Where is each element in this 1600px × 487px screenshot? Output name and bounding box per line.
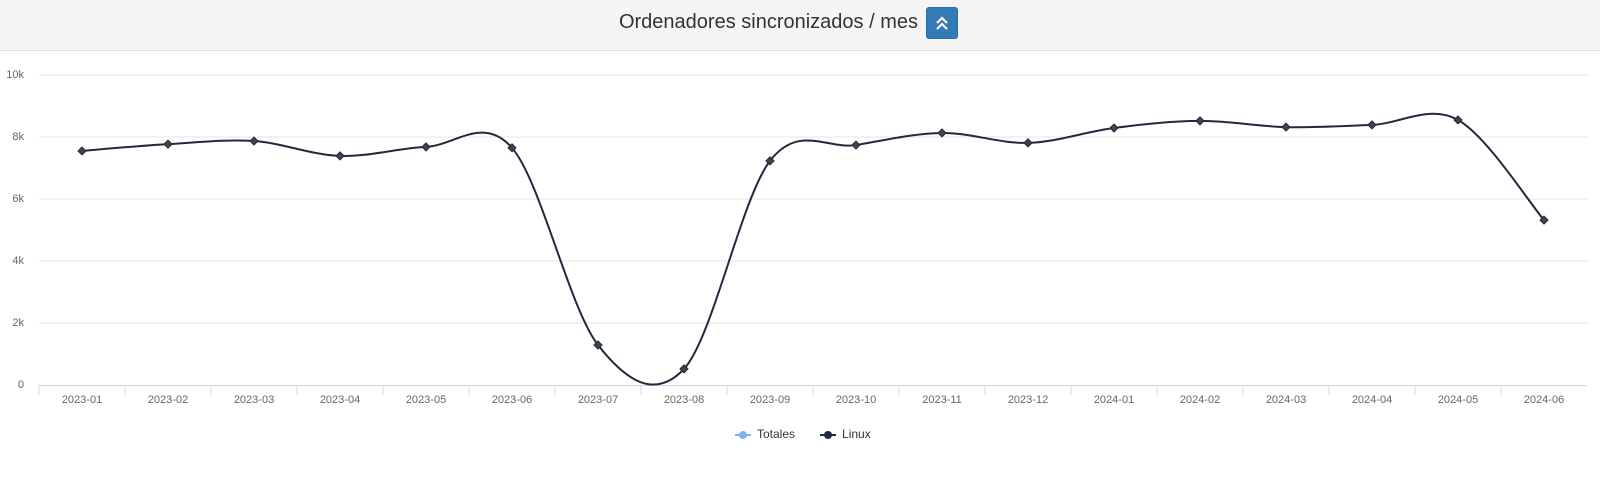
legend-label: Totales [757, 427, 795, 441]
collapse-icon [936, 16, 948, 30]
point [249, 136, 259, 146]
x-tick-label: 2023-02 [148, 394, 188, 406]
point [77, 146, 87, 156]
x-tick-label: 2024-05 [1438, 394, 1478, 406]
point [163, 139, 173, 149]
x-tick-label: 2024-03 [1266, 394, 1306, 406]
y-tick-label: 10k [6, 69, 24, 81]
y-tick-label: 2k [12, 317, 24, 329]
point [679, 364, 689, 374]
x-tick-label: 2023-12 [1008, 394, 1048, 406]
x-tick-label: 2023-03 [234, 394, 274, 406]
x-tick-label: 2023-07 [578, 394, 618, 406]
point [1023, 138, 1033, 148]
point [1281, 122, 1291, 132]
point [1109, 123, 1119, 133]
point [593, 340, 603, 350]
series-line [81, 112, 1545, 386]
x-tick-label: 2023-11 [922, 394, 962, 406]
panel-header: Ordenadores sincronizados / mes [0, 0, 1600, 51]
point [1367, 120, 1377, 130]
x-tick-label: 2023-04 [320, 394, 360, 406]
y-tick-label: 0 [18, 379, 24, 391]
x-tick-label: 2023-05 [406, 394, 446, 406]
point [851, 140, 861, 150]
legend-symbol [824, 431, 833, 439]
point [1195, 116, 1205, 126]
x-tick-label: 2024-06 [1524, 394, 1564, 406]
legend-label: Linux [842, 427, 871, 441]
x-tick-label: 2024-02 [1180, 394, 1220, 406]
point [421, 142, 431, 152]
x-tick-label: 2023-09 [750, 394, 790, 406]
y-tick-label: 8k [12, 131, 24, 143]
point [335, 151, 345, 161]
point [937, 128, 947, 138]
point [765, 156, 775, 166]
y-tick-label: 4k [12, 255, 24, 267]
y-tick-label: 6k [12, 193, 24, 205]
x-tick-label: 2023-10 [836, 394, 876, 406]
x-tick-label: 2023-06 [492, 394, 532, 406]
x-tick-label: 2024-04 [1352, 394, 1392, 406]
x-tick-label: 2023-01 [62, 394, 102, 406]
point [1453, 115, 1463, 125]
point [507, 143, 517, 153]
panel-title: Ordenadores sincronizados / mes [618, 11, 918, 33]
collapse-button[interactable] [926, 7, 958, 39]
x-tick-label: 2024-01 [1094, 394, 1134, 406]
point [1539, 215, 1549, 225]
x-tick-label: 2023-08 [664, 394, 704, 406]
legend-symbol [739, 431, 747, 439]
